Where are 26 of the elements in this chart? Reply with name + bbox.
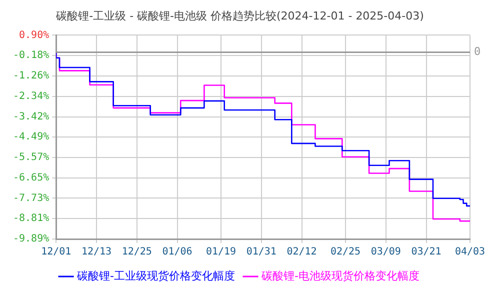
x-tick-label: 01/31 [246,246,276,258]
y-tick-label: -7.73% [13,192,50,204]
y-tick-label: -3.42% [13,111,50,122]
y-tick-label: -1.26% [13,70,50,82]
x-tick-label: 01/06 [162,246,192,258]
y-tick-label: -4.49% [13,132,50,143]
legend-label: 碳酸锂-工业级现货价格变化幅度 [76,269,236,282]
y-tick-label: -0.18% [13,50,50,62]
y-tick-label: -8.81% [13,213,50,224]
x-tick-label: 12/25 [122,246,152,258]
x-tick-label: 12/01 [41,246,72,258]
x-tick-label: 02/12 [286,246,317,258]
y-tick-label: -9.89% [13,234,50,245]
y-tick-label: -5.57% [13,152,50,163]
x-tick-label: 03/09 [370,246,401,258]
x-tick-label: 01/19 [206,246,236,258]
x-tick-label: 02/25 [330,246,361,258]
x-tick-label: 12/13 [81,246,112,258]
legend-label: 碳酸锂-电池级现货价格变化幅度 [260,269,420,282]
y-tick-label: 0.90% [19,30,50,41]
y-tick-label: -6.65% [13,172,50,184]
chart-title: 碳酸锂-工业级 - 碳酸锂-电池级 价格趋势比较(2024-12-01 - 2025-04-03) [55,9,424,22]
y-tick-label: -2.34% [13,90,50,102]
x-tick-label: 04/03 [454,246,486,258]
x-tick-label: 03/21 [411,246,442,258]
ref-line-label: 0 [474,45,481,58]
